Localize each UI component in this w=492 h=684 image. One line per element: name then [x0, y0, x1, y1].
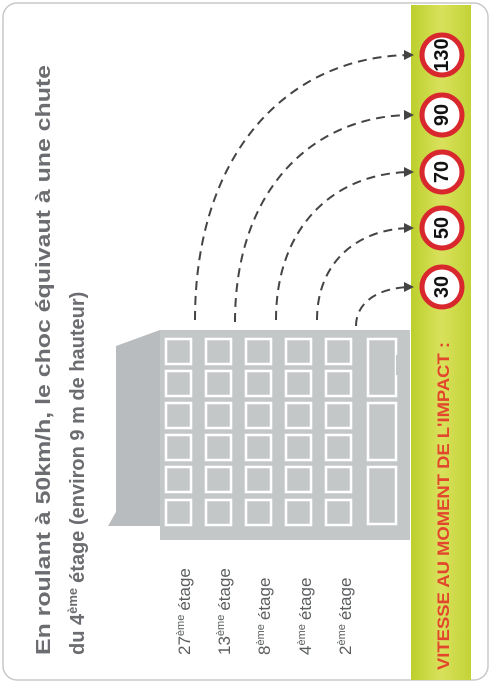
impact-label: VITESSE AU MOMENT DE L'IMPACT :	[434, 342, 453, 670]
window	[324, 401, 353, 430]
floor-superscript: ème	[215, 615, 227, 636]
window	[244, 401, 273, 430]
window	[284, 465, 313, 494]
window	[164, 433, 193, 462]
speed-value: 90	[431, 104, 453, 126]
dashed-arc	[316, 223, 414, 321]
window	[164, 465, 193, 494]
window	[204, 401, 233, 430]
window	[244, 337, 273, 366]
floor-label: 4ème étage	[296, 578, 315, 655]
window	[164, 401, 193, 430]
window	[244, 369, 273, 398]
speed-sign	[419, 205, 465, 251]
speed-value: 30	[431, 276, 453, 298]
title-superscript: ème	[65, 588, 80, 614]
floor-superscript: ème	[336, 624, 348, 645]
window	[244, 498, 273, 527]
floor-word: étage	[255, 578, 274, 621]
floor-superscript: ème	[255, 624, 267, 645]
window	[284, 369, 313, 398]
title-text: étage (environ 9 m de hauteur)	[67, 292, 89, 583]
window	[204, 337, 233, 366]
floor-label: 27ème étage	[175, 568, 194, 655]
window	[284, 498, 313, 527]
levels: 13027èmeétage9013èmeétage708èmeétage504è…	[175, 32, 465, 655]
floor-label: 8ème étage	[255, 578, 274, 655]
dashed-arc	[194, 50, 414, 321]
window	[204, 369, 233, 398]
dashed-arc	[275, 167, 414, 321]
title-line-1: En roulant à 50km/h, le choc équivaut à …	[33, 65, 55, 655]
building	[108, 330, 410, 540]
window	[284, 337, 313, 366]
floor-superscript: ème	[296, 624, 308, 645]
speed-value: 130	[431, 38, 453, 71]
window	[164, 498, 193, 527]
window	[324, 433, 353, 462]
window	[324, 337, 353, 366]
speed-sign	[419, 32, 465, 78]
window	[324, 369, 353, 398]
floor-word: étage	[175, 568, 194, 611]
window	[204, 433, 233, 462]
window	[164, 369, 193, 398]
door	[366, 401, 398, 462]
speed-value: 70	[431, 161, 453, 183]
floor-number: 13	[215, 636, 234, 655]
speed-sign	[419, 264, 465, 310]
floor-word: étage	[215, 568, 234, 611]
floor-label: 13ème étage	[215, 568, 234, 655]
dashed-arc	[355, 282, 414, 327]
window	[164, 337, 193, 366]
window	[284, 401, 313, 430]
floor-label: 2ème étage	[336, 578, 355, 655]
floor-superscript: ème	[175, 615, 187, 636]
window	[324, 498, 353, 527]
window	[284, 433, 313, 462]
notch	[396, 355, 410, 375]
window	[204, 498, 233, 527]
speed-sign	[419, 92, 465, 138]
floor-word: étage	[296, 578, 315, 621]
floor-number: 4	[296, 646, 315, 655]
door	[366, 465, 398, 526]
window	[204, 465, 233, 494]
title-text: du 4	[67, 613, 89, 655]
speed-sign	[419, 149, 465, 195]
floor-number: 2	[336, 646, 355, 655]
floor-number: 27	[175, 636, 194, 655]
window	[244, 433, 273, 462]
title-line-2: du 4ème étage (environ 9 m de hauteur)	[65, 292, 89, 655]
speed-value: 50	[431, 217, 453, 239]
window	[244, 465, 273, 494]
floor-word: étage	[336, 578, 355, 621]
floor-number: 8	[255, 646, 274, 655]
window	[324, 465, 353, 494]
dashed-arc	[234, 110, 414, 323]
